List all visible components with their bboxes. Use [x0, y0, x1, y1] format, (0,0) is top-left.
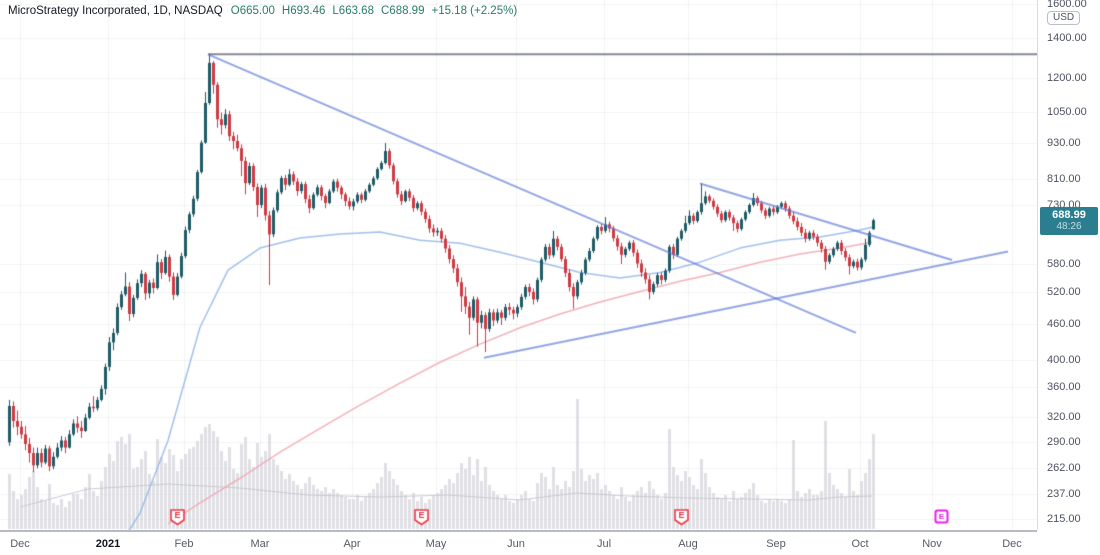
- time-tick-label: Jul: [596, 538, 612, 550]
- price-axis[interactable]: USD 688.99 48:26 1600.00 1400.00 1200.00 10…: [1037, 0, 1100, 555]
- time-tick-label: Apr: [343, 538, 361, 550]
- time-tick-label: Nov: [922, 538, 942, 550]
- high-label: H: [281, 5, 291, 17]
- price-tick-label: 1050.00: [1047, 106, 1087, 119]
- candlestick-chart-canvas[interactable]: [0, 0, 1037, 530]
- time-tick-label: Dec: [1002, 538, 1022, 550]
- low-label: L: [332, 5, 339, 17]
- price-tick-label: 460.00: [1047, 317, 1081, 330]
- price-tick-label: 320.00: [1047, 410, 1081, 423]
- high-value: 693.46: [290, 5, 326, 17]
- bar-countdown: 48:26: [1056, 221, 1082, 233]
- price-tick-label: 1200.00: [1047, 71, 1087, 84]
- price-tick-label: 580.00: [1047, 258, 1081, 271]
- price-tick-label: 1400.00: [1047, 32, 1087, 45]
- last-price-value: 688.99: [1052, 209, 1086, 222]
- time-tick-label: May: [425, 538, 447, 550]
- price-tick-label: 360.00: [1047, 380, 1081, 393]
- time-tick-label: Feb: [174, 538, 194, 550]
- price-tick-label: 262.00: [1047, 462, 1081, 475]
- close-label: C: [380, 5, 390, 17]
- price-tick-label: 1600.00: [1047, 0, 1087, 10]
- time-tick-label: 2021: [95, 538, 121, 550]
- time-tick-label: Oct: [851, 538, 869, 550]
- time-tick-label: Mar: [250, 538, 270, 550]
- open-value: 665.00: [239, 5, 275, 17]
- time-axis[interactable]: Dec 2021 Feb Mar Apr May Jun Jul Aug Sep Oct Nov Dec: [0, 530, 1037, 555]
- currency-badge: USD: [1047, 11, 1081, 25]
- price-tick-label: 520.00: [1047, 286, 1081, 299]
- time-tick-label: Jun: [507, 538, 525, 550]
- axis-corner: [1037, 530, 1100, 555]
- change-value: +15.18 (+2.25%): [431, 5, 518, 17]
- time-tick-label: Sep: [766, 538, 786, 550]
- time-tick-label: Dec: [10, 538, 30, 550]
- close-value: 688.99: [389, 5, 425, 17]
- price-tick-label: 290.00: [1047, 436, 1081, 449]
- low-value: 663.68: [338, 5, 374, 17]
- chart-legend: MicroStrategy Incorporated, 1D, NASDAQ O6…: [8, 5, 517, 17]
- price-tick-label: 215.00: [1047, 513, 1081, 525]
- open-label: O: [230, 5, 240, 17]
- price-tick-label: 400.00: [1047, 353, 1081, 366]
- price-tick-label: 810.00: [1047, 172, 1081, 185]
- symbol-title: MicroStrategy Incorporated, 1D, NASDAQ: [8, 5, 223, 17]
- price-tick-label: 237.00: [1047, 488, 1081, 500]
- price-tick-label: 930.00: [1047, 137, 1081, 150]
- time-tick-label: Aug: [678, 538, 698, 550]
- last-price-label: 688.99 48:26: [1040, 207, 1098, 236]
